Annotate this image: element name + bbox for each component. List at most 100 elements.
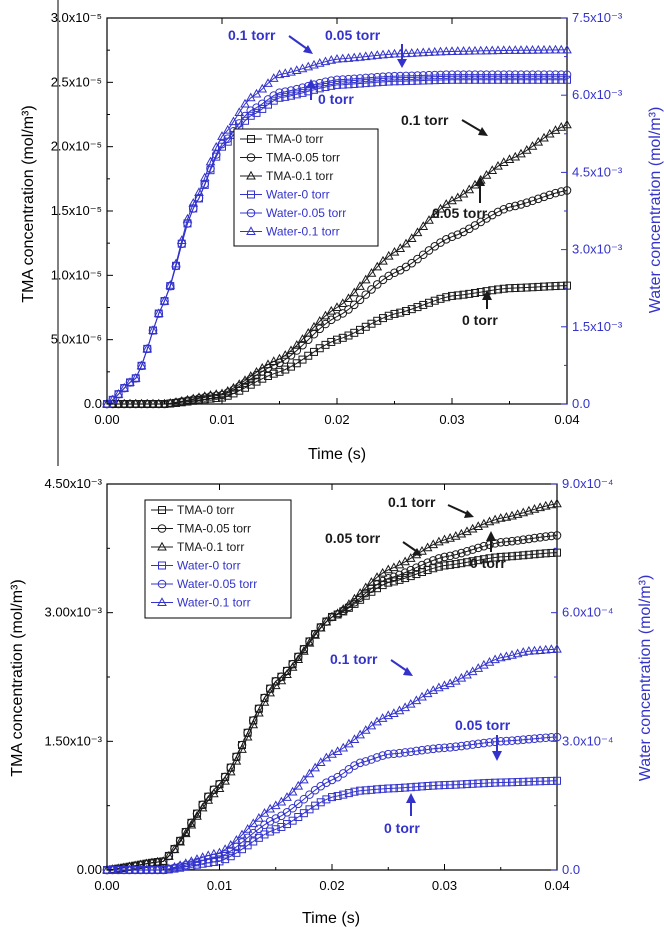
data-point (367, 584, 376, 593)
data-point (175, 836, 185, 846)
data-point (545, 70, 555, 79)
data-point (502, 778, 511, 787)
data-point (470, 45, 480, 55)
data-point (499, 204, 509, 214)
data-point (130, 398, 141, 408)
data-point (481, 45, 492, 55)
data-point (536, 549, 545, 558)
data-point (496, 552, 505, 561)
data-point (141, 864, 152, 874)
data-point (389, 48, 400, 58)
data-point (231, 755, 242, 765)
data-point (546, 499, 557, 509)
data-point (423, 745, 432, 754)
data-point (231, 835, 242, 844)
data-point (401, 71, 411, 81)
data-point (464, 45, 475, 55)
data-point (512, 509, 523, 518)
data-point (441, 234, 451, 244)
legend-entries-2: TMA-0 torr TMA-0.05 torr TMA-0.1 torr Water… (151, 503, 257, 610)
data-point (528, 70, 537, 79)
data-point (263, 95, 273, 104)
data-point (488, 75, 497, 84)
data-point (511, 75, 520, 84)
data-point (539, 192, 549, 202)
data-point (551, 75, 560, 84)
data-point (495, 652, 506, 662)
data-point (349, 287, 360, 297)
data-point (378, 275, 388, 285)
data-point (254, 824, 264, 834)
data-point (557, 281, 566, 290)
data-point (508, 552, 516, 561)
data-point (450, 675, 461, 685)
data-point (315, 757, 326, 767)
data-point (424, 215, 434, 224)
data-point (518, 735, 528, 745)
data-point (412, 47, 423, 57)
data-point (541, 733, 551, 743)
data-point (518, 507, 529, 517)
data-point (192, 811, 202, 820)
data-point (209, 788, 219, 798)
data-point (551, 70, 560, 79)
data-point (293, 780, 304, 790)
data-point (406, 747, 416, 757)
data-point (425, 76, 433, 85)
annotation-arrowhead (486, 531, 496, 541)
legend-entries-1: TMA-0 torr TMA-0.05 torr TMA-0.1 torr Water… (240, 132, 346, 239)
data-point (487, 45, 498, 55)
data-point (462, 526, 472, 536)
data-point (502, 736, 511, 746)
data-point (291, 340, 302, 349)
data-point (419, 76, 428, 85)
data-point (448, 75, 456, 84)
data-point (338, 769, 348, 778)
series-group-2 (102, 498, 562, 875)
data-point (418, 221, 429, 230)
data-point (223, 134, 233, 143)
data-point (468, 779, 477, 788)
series-tma-0-1-torr (102, 119, 572, 408)
data-point (550, 44, 561, 54)
legend-label: Water-0.1 torr (177, 596, 251, 610)
data-point (373, 785, 381, 794)
data-point (407, 258, 417, 268)
data-point (553, 776, 561, 785)
data-point (557, 75, 566, 84)
data-point (119, 382, 130, 392)
data-point (211, 150, 221, 159)
data-point (203, 850, 214, 860)
data-point (332, 75, 342, 85)
data-point (494, 285, 502, 294)
data-point (322, 778, 331, 787)
data-point (513, 536, 522, 545)
legend-label: TMA-0 torr (177, 503, 234, 517)
data-point (169, 861, 180, 871)
x-tick-label: 0.00 (94, 412, 119, 427)
data-point (452, 46, 463, 55)
data-point (479, 779, 488, 788)
data-point (275, 93, 284, 102)
data-point (390, 77, 399, 86)
data-point (407, 71, 417, 81)
data-point (291, 65, 302, 75)
data-point (510, 201, 520, 211)
data-point (344, 331, 353, 340)
data-point (522, 198, 532, 207)
data-point (462, 547, 472, 556)
y-tick-label: 0.00 (77, 862, 102, 877)
data-point (539, 44, 549, 54)
data-point (314, 58, 325, 67)
y2-axis-ticks-2: 0.0 3.0x10⁻⁴ 6.0x10⁻⁴ 9.0x10⁻⁴ (551, 476, 613, 877)
data-point (171, 258, 181, 268)
data-point (527, 141, 538, 150)
data-point (402, 307, 410, 316)
data-point (485, 554, 494, 563)
y-tick-label: 2.5x10⁻⁵ (51, 74, 102, 89)
data-point (125, 398, 135, 408)
data-point (158, 864, 169, 874)
data-point (412, 782, 421, 791)
x-axis-ticks-1: 0.00 0.01 0.02 0.03 0.04 (94, 18, 580, 427)
data-point (434, 554, 444, 563)
